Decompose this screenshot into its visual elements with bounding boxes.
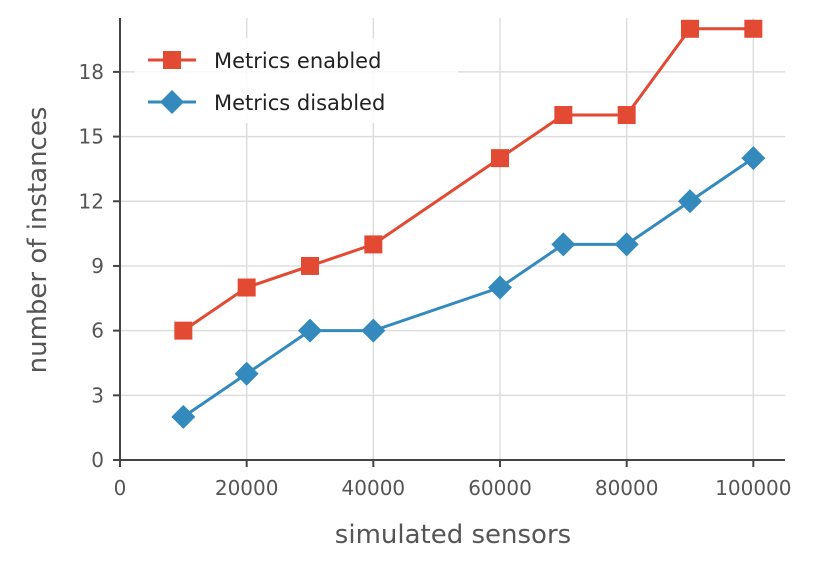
- data-point-metrics-disabled-10000: [171, 404, 196, 429]
- data-point-metrics-enabled-40000: [364, 235, 383, 254]
- data-point-metrics-disabled-20000: [234, 361, 259, 386]
- data-point-metrics-enabled-10000: [174, 321, 193, 340]
- y-tick-label-0: 0: [91, 448, 104, 472]
- legend-frame: [135, 38, 458, 123]
- series-metrics-enabled: [174, 19, 763, 340]
- data-point-metrics-enabled-60000: [491, 149, 509, 168]
- y-axis-title: number of instances: [23, 107, 53, 374]
- data-point-metrics-enabled-100000: [744, 19, 763, 38]
- legend-entry-disabled: Metrics disabled: [148, 90, 385, 115]
- x-tick-label-40000: 40000: [342, 476, 406, 500]
- x-tick-label-80000: 80000: [595, 476, 659, 500]
- y-tick-label-6: 6: [91, 319, 104, 343]
- x-tick-label-100000: 100000: [715, 476, 791, 500]
- legend-label-enabled: Metrics enabled: [214, 49, 381, 73]
- data-point-metrics-enabled-30000: [301, 256, 319, 275]
- y-tick-label-12: 12: [79, 189, 104, 213]
- data-point-metrics-enabled-20000: [237, 278, 256, 297]
- y-tick-label-9: 9: [91, 254, 104, 278]
- legend: Metrics enabled Metrics disabled: [135, 38, 458, 123]
- y-axis-ticks: 0 3 6 9 12 15 18: [79, 60, 120, 472]
- y-tick-label-3: 3: [91, 383, 104, 407]
- y-tick-label-15: 15: [79, 125, 104, 149]
- x-tick-label-0: 0: [114, 476, 127, 500]
- data-point-metrics-enabled-80000: [617, 106, 636, 125]
- x-axis-ticks: 0 20000 40000 60000 80000 100000: [114, 460, 792, 500]
- series-layer: [171, 19, 766, 429]
- series-metrics-disabled: [171, 146, 766, 429]
- axes: [119, 18, 785, 461]
- data-point-metrics-disabled-80000: [614, 232, 639, 257]
- x-tick-label-20000: 20000: [215, 476, 279, 500]
- legend-marker-enabled: [163, 51, 181, 69]
- x-axis-title: simulated sensors: [335, 520, 571, 550]
- x-tick-label-60000: 60000: [468, 476, 532, 500]
- data-point-metrics-disabled-90000: [678, 189, 702, 214]
- legend-label-disabled: Metrics disabled: [214, 91, 385, 115]
- data-point-metrics-enabled-90000: [681, 19, 699, 38]
- data-point-metrics-disabled-60000: [488, 275, 512, 300]
- data-point-metrics-disabled-40000: [361, 318, 386, 343]
- data-point-metrics-disabled-100000: [741, 146, 766, 171]
- data-point-metrics-disabled-30000: [298, 318, 322, 343]
- legend-marker-disabled: [160, 90, 184, 114]
- legend-entry-enabled: Metrics enabled: [148, 49, 381, 73]
- y-tick-label-18: 18: [79, 60, 104, 84]
- series-line-metrics-disabled: [182, 156, 755, 419]
- data-point-metrics-enabled-70000: [554, 106, 573, 125]
- data-point-metrics-disabled-70000: [551, 232, 576, 257]
